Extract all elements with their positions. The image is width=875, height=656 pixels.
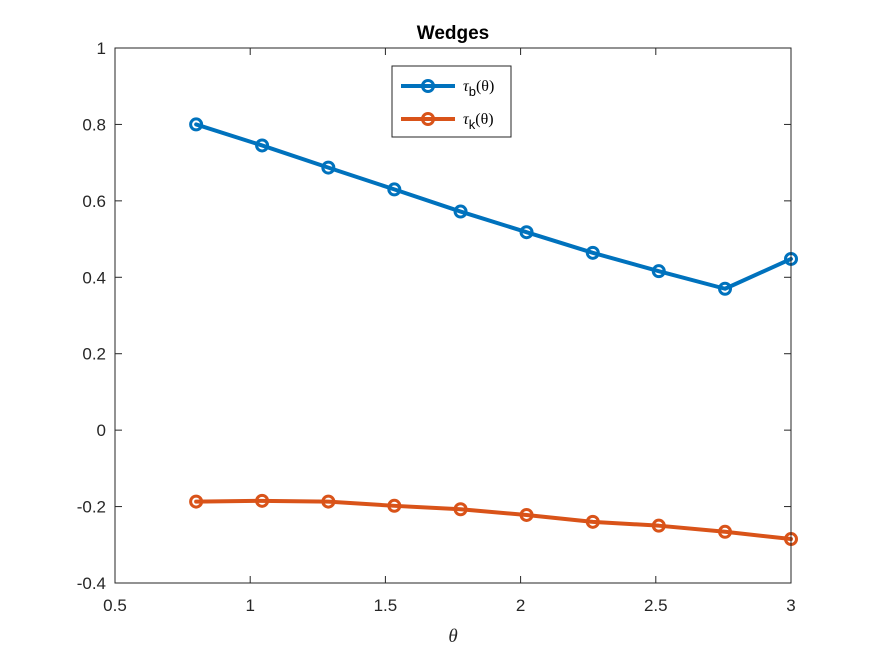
data-point-k: [519, 507, 534, 522]
y-tick-label: 0.4: [82, 268, 106, 287]
data-point-k: [651, 518, 666, 533]
y-tick-label: 0.6: [82, 192, 106, 211]
y-tick-label: 1: [97, 39, 106, 58]
axes-box: [114, 47, 792, 584]
y-tick-label: 0.2: [82, 345, 106, 364]
legend-subscript: b: [469, 84, 476, 99]
data-point-b: [387, 182, 402, 197]
x-tick-label: 1.5: [374, 596, 398, 615]
chart-title: Wedges: [417, 23, 490, 44]
data-point-k: [255, 493, 270, 508]
data-point-b: [321, 160, 336, 175]
legend-marker: [421, 79, 435, 93]
data-point-k: [453, 502, 468, 517]
data-point-k: [718, 524, 733, 539]
y-tick-label: 0.8: [82, 115, 106, 134]
data-point-b: [453, 204, 468, 219]
data-point-k: [189, 494, 204, 509]
x-tick-label: 0.5: [103, 596, 127, 615]
legend-entry-b: τb(θ): [401, 78, 494, 99]
data-point-b: [255, 138, 270, 153]
legend-suffix: (θ): [475, 111, 493, 128]
x-axis-label: θ: [448, 626, 457, 647]
x-tick-label: 2.5: [644, 596, 668, 615]
legend-symbol: τ: [463, 111, 470, 128]
series-layer: [189, 117, 798, 547]
legend-symbol: τ: [463, 78, 470, 95]
data-point-b: [189, 117, 204, 132]
y-tick-label: -0.2: [77, 498, 106, 517]
data-point-b: [585, 245, 600, 260]
data-point-b: [718, 281, 733, 296]
data-point-k: [585, 514, 600, 529]
y-tick-label: 0: [97, 421, 106, 440]
data-point-k: [387, 498, 402, 513]
legend-marker: [421, 112, 435, 126]
x-tick-label: 3: [786, 596, 795, 615]
legend-suffix: (θ): [476, 78, 494, 95]
legend-entry-k: τk(θ): [401, 111, 494, 132]
x-tick-label: 1: [245, 596, 254, 615]
legend-subscript: k: [469, 117, 476, 132]
legend: τb(θ)τk(θ): [391, 65, 512, 138]
series-line-b: [194, 122, 793, 291]
x-tick-label: 2: [516, 596, 525, 615]
data-point-b: [651, 264, 666, 279]
legend-label: τb(θ): [463, 78, 494, 99]
legend-items: τb(θ)τk(θ): [401, 78, 494, 132]
legend-box: [391, 65, 512, 138]
data-point-b: [519, 225, 534, 240]
legend-label: τk(θ): [463, 111, 494, 132]
series-line-k: [194, 498, 793, 542]
y-tick-label: -0.4: [77, 574, 106, 593]
data-point-k: [321, 494, 336, 509]
